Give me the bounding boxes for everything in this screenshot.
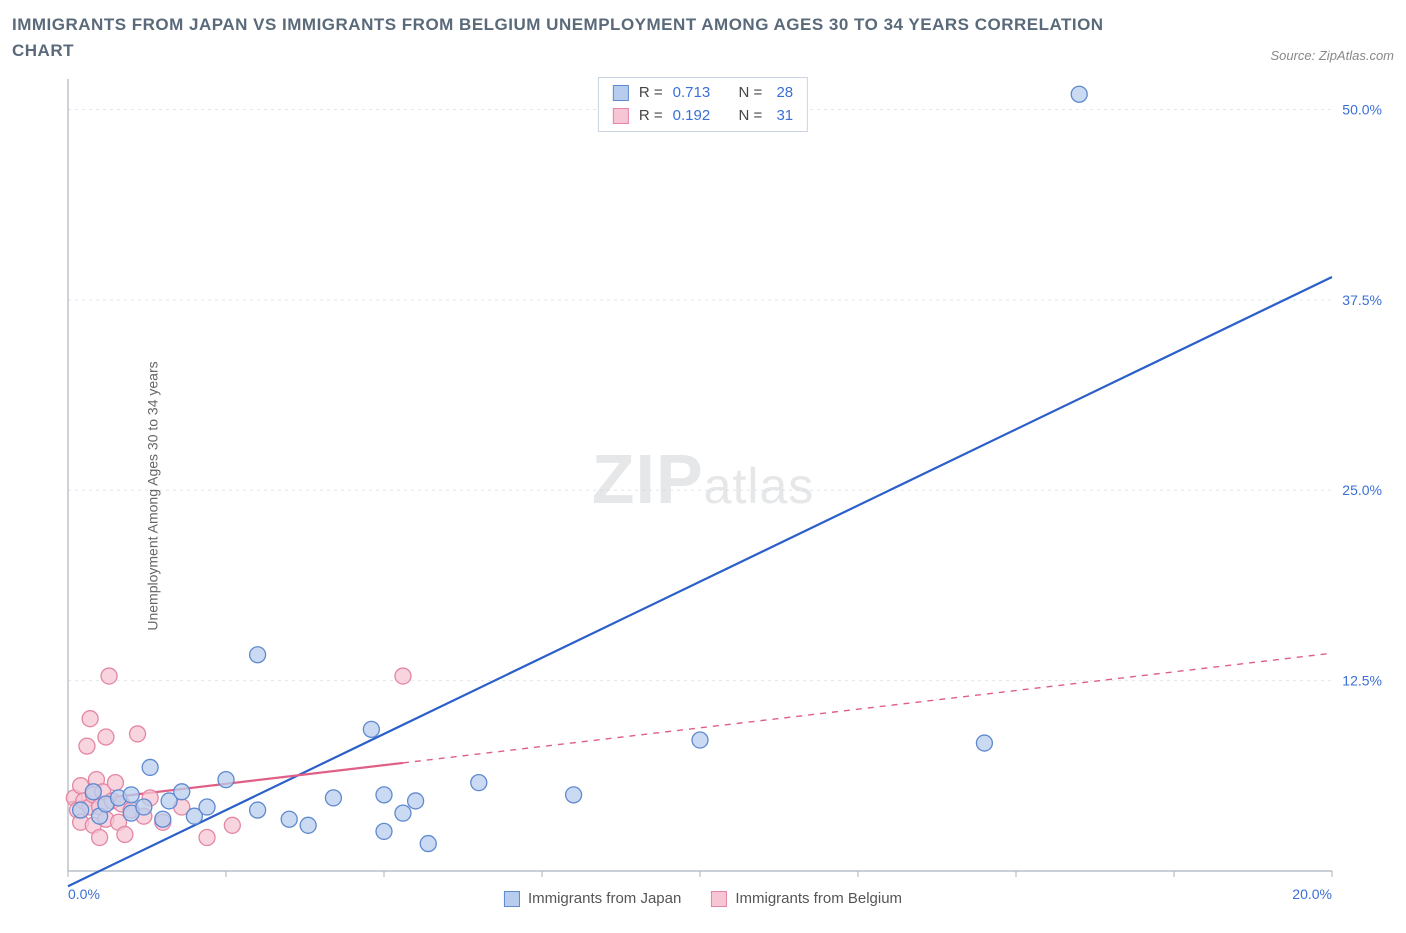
svg-text:20.0%: 20.0% bbox=[1292, 886, 1332, 902]
source-attribution: Source: ZipAtlas.com bbox=[1270, 48, 1394, 63]
stat-r-label: R = bbox=[639, 105, 663, 128]
svg-text:0.0%: 0.0% bbox=[68, 886, 100, 902]
stats-legend: R = 0.713 N = 28 R = 0.192 N = 31 bbox=[598, 77, 808, 132]
stat-n-label: N = bbox=[739, 105, 763, 128]
swatch-icon bbox=[613, 108, 629, 124]
stat-n-value: 31 bbox=[772, 105, 793, 128]
legend-label: Immigrants from Belgium bbox=[735, 890, 902, 907]
swatch-icon bbox=[504, 891, 520, 907]
stat-n-value: 28 bbox=[772, 82, 793, 105]
svg-text:12.5%: 12.5% bbox=[1342, 673, 1382, 689]
stat-r-value: 0.192 bbox=[673, 105, 711, 128]
stats-row: R = 0.713 N = 28 bbox=[613, 82, 793, 105]
series-legend: Immigrants from Japan Immigrants from Bel… bbox=[504, 890, 902, 907]
svg-text:25.0%: 25.0% bbox=[1342, 482, 1382, 498]
scatter-chart: 12.5% 25.0% 37.5% 50.0% 0.0% 20.0% bbox=[12, 71, 1394, 921]
stat-r-label: R = bbox=[639, 82, 663, 105]
chart-container: Unemployment Among Ages 30 to 34 years 1… bbox=[12, 71, 1394, 921]
svg-text:37.5%: 37.5% bbox=[1342, 292, 1382, 308]
stat-r-value: 0.713 bbox=[673, 82, 711, 105]
stats-row: R = 0.192 N = 31 bbox=[613, 105, 793, 128]
legend-item: Immigrants from Belgium bbox=[711, 890, 902, 907]
y-axis-label: Unemployment Among Ages 30 to 34 years bbox=[145, 361, 161, 630]
swatch-icon bbox=[613, 85, 629, 101]
swatch-icon bbox=[711, 891, 727, 907]
stat-n-label: N = bbox=[739, 82, 763, 105]
legend-item: Immigrants from Japan bbox=[504, 890, 681, 907]
svg-text:50.0%: 50.0% bbox=[1342, 101, 1382, 117]
legend-label: Immigrants from Japan bbox=[528, 890, 681, 907]
chart-title: IMMIGRANTS FROM JAPAN VS IMMIGRANTS FROM… bbox=[12, 12, 1112, 63]
